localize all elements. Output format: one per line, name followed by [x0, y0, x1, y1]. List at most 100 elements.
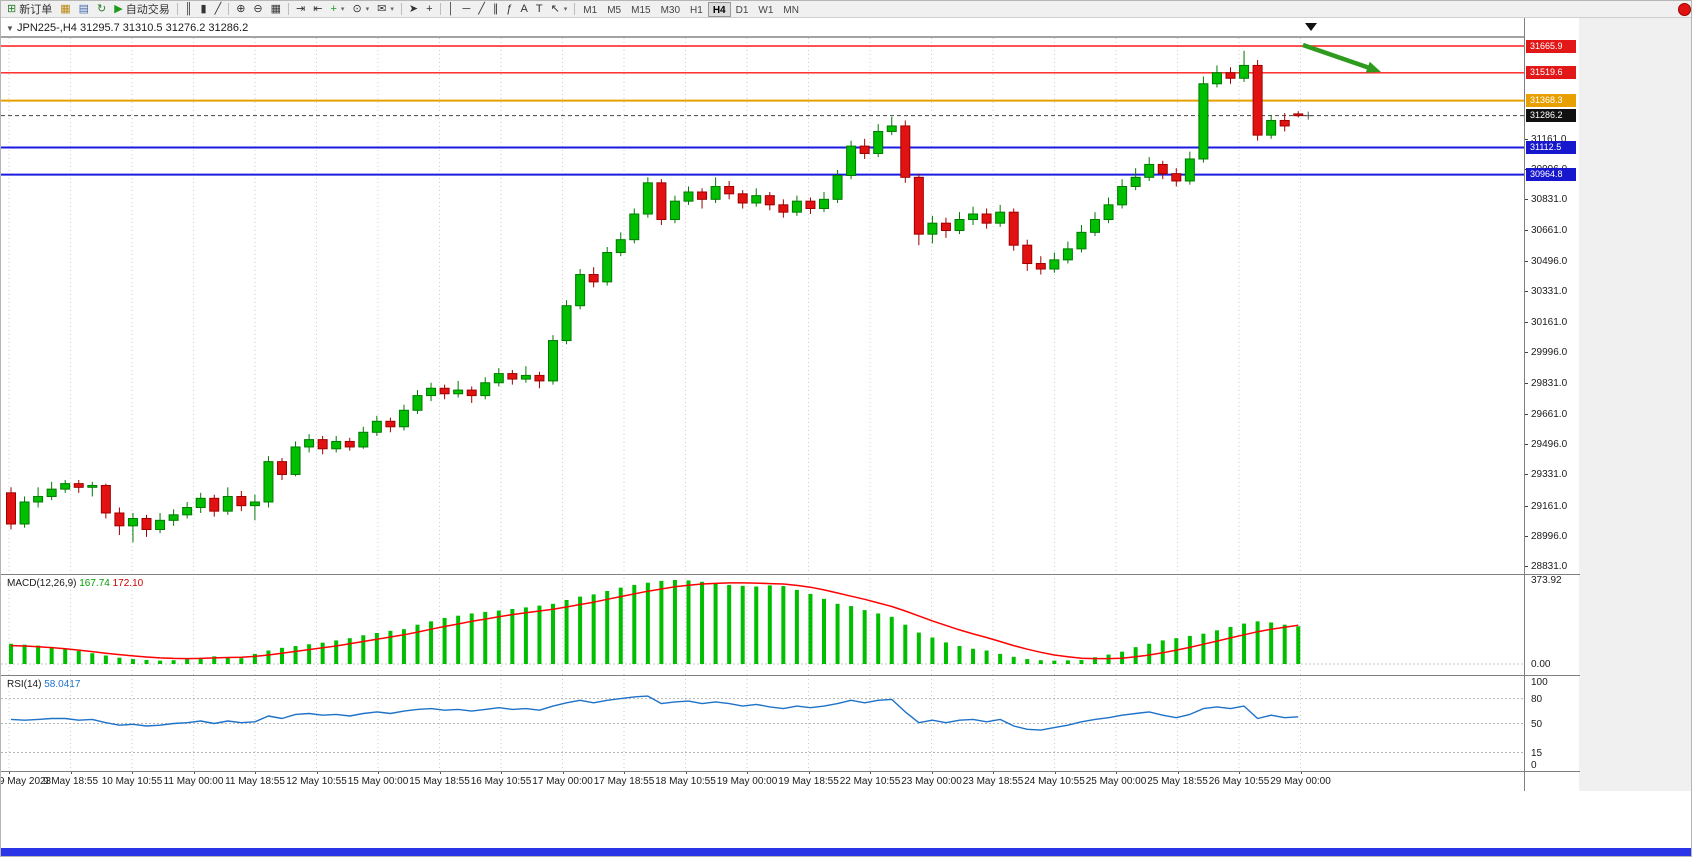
price-label: 29496.0	[1531, 439, 1568, 450]
toolbar-separator	[288, 3, 290, 15]
price-tick	[1525, 352, 1528, 354]
time-tick	[931, 771, 933, 774]
crosshair-button[interactable]: +	[422, 2, 436, 17]
zoom-out-icon: ⊖	[253, 3, 263, 15]
toolbar-separator	[439, 3, 441, 15]
chart-window-icon: ▦	[60, 3, 71, 15]
indicators-button[interactable]: + ▾	[326, 2, 348, 17]
price-label: 31161.0	[1531, 133, 1567, 145]
timeframe-m5-button[interactable]: M5	[607, 4, 622, 16]
zoom-in-button[interactable]: ⊕	[232, 2, 249, 17]
candlestick-icon: ▮	[200, 3, 207, 15]
bar-chart-button[interactable]: ║	[181, 2, 197, 17]
timeframe-mn-button[interactable]: MN	[783, 4, 799, 16]
object-anchor-triangle[interactable]	[1305, 23, 1317, 31]
price-tag[interactable]: 31112.5	[1526, 141, 1576, 154]
timeframe-m1-button[interactable]: M1	[583, 4, 598, 16]
time-label: 12 May 10:55	[286, 776, 347, 787]
price-tag[interactable]: 30964.8	[1526, 168, 1576, 182]
toolbar: ⊞ 新订单 ▦ ▤ ↻ ▶ 自动交易 ║ ▮ ╱ ⊕ ⊖ ▦ ⇥ ⇤ + ▾ ⊙ ▾ ✉ ▾ ➤ + │ ─ ╱ ∥ ƒ A T ↖ ▾ M1 M…	[1, 1, 1691, 18]
time-tick	[562, 771, 564, 774]
time-axis[interactable]: 9 May 2023 9 May 18:55 10 May 10:55 11 May …	[1, 771, 1524, 791]
new-order-button[interactable]: ⊞ 新订单	[3, 2, 56, 17]
price-tick	[1525, 382, 1528, 384]
price-tag[interactable]: 31286.2	[1526, 109, 1576, 123]
time-label: 26 May 10:55	[1208, 776, 1270, 787]
timeframe-w1-button[interactable]: W1	[758, 4, 774, 16]
time-label: 9 May 18:55	[42, 776, 99, 787]
horizontal-line-objects[interactable]	[1, 45, 1524, 176]
price-label: 29161.0	[1531, 500, 1568, 512]
timeframe-h1-button[interactable]: H1	[690, 4, 703, 16]
periods-button[interactable]: ⊙ ▾	[348, 2, 373, 17]
toolbar-separator	[228, 3, 230, 15]
chart-shift-icon: ⇤	[313, 3, 323, 15]
candlestick-button[interactable]: ▮	[197, 2, 211, 17]
chevron-down-icon: ▾	[365, 6, 370, 13]
chart-header: ▼ JPN225-,H4 31295.7 31310.5 31276.2 312…	[6, 22, 248, 34]
price-tag[interactable]: 31368.3	[1526, 94, 1576, 108]
tile-windows-icon: ▦	[270, 3, 282, 15]
horizontal-line-button[interactable]: ─	[458, 2, 474, 17]
macd-signal-line	[10, 582, 1299, 660]
refresh-button[interactable]: ↻	[93, 2, 110, 17]
auto-scroll-button[interactable]: ⇥	[292, 2, 309, 17]
price-tag[interactable]: 31519.6	[1526, 66, 1576, 80]
rsi-axis-label: 80	[1531, 693, 1543, 705]
vertical-line-button[interactable]: │	[444, 2, 459, 17]
time-tick	[501, 771, 502, 774]
current-bar-marker	[1304, 111, 1313, 120]
chart-shift-button[interactable]: ⇤	[309, 2, 326, 17]
timeframe-h4-button[interactable]: H4	[707, 1, 731, 17]
notification-icon[interactable]	[1678, 3, 1691, 16]
rsi-axis-label: 0	[1531, 760, 1537, 771]
autotrading-button[interactable]: ▶ 自动交易	[110, 2, 173, 17]
time-tick	[255, 771, 256, 774]
time-tick	[193, 771, 195, 774]
chart-area[interactable]: 9 May 2023 9 May 18:55 10 May 10:55 11 May …	[1, 18, 1524, 791]
text-button[interactable]: A	[516, 2, 531, 17]
charts-button[interactable]: ▦	[56, 2, 74, 17]
cursor-button[interactable]: ➤	[405, 2, 422, 17]
price-tag[interactable]: 31665.9	[1526, 39, 1576, 53]
macd-signal-value: 172.10	[112, 578, 144, 589]
time-tick	[993, 771, 994, 774]
equidistant-channel-button[interactable]: ∥	[489, 2, 503, 17]
timeframe-m30-button[interactable]: M30	[660, 4, 681, 16]
zoom-out-button[interactable]: ⊖	[249, 2, 266, 17]
macd-main-value: 167.74	[79, 578, 110, 589]
new-order-icon: ⊞	[7, 3, 17, 15]
panel-separator[interactable]	[1, 574, 1580, 575]
macd-indicator-panel[interactable]	[1, 574, 1524, 675]
main-price-chart[interactable]	[1, 18, 1524, 574]
label-icon: T	[535, 3, 543, 15]
fibonacci-button[interactable]: ƒ	[502, 2, 516, 17]
time-tick	[808, 771, 810, 774]
line-chart-button[interactable]: ╱	[211, 2, 226, 17]
collapse-triangle-icon[interactable]: ▼	[6, 24, 14, 33]
price-tick	[1525, 535, 1528, 537]
price-label: 28996.0	[1531, 530, 1568, 542]
rsi-indicator-panel[interactable]	[1, 675, 1524, 771]
macd-name: MACD(12,26,9)	[7, 578, 77, 589]
text-label-button[interactable]: T	[532, 2, 547, 17]
timeframe-m15-button[interactable]: M15	[631, 4, 651, 16]
arrows-button[interactable]: ↖ ▾	[547, 2, 572, 17]
time-tick	[439, 771, 441, 774]
price-axis[interactable]: 31161.030996.030831.030661.030496.030331…	[1524, 18, 1579, 791]
time-tick	[1239, 771, 1240, 774]
panel-separator[interactable]	[1, 675, 1580, 676]
templates-button[interactable]: ✉ ▾	[373, 2, 398, 17]
grid-lines	[8, 38, 1301, 574]
trendline-button[interactable]: ╱	[474, 2, 489, 17]
profiles-button[interactable]: ▤	[75, 2, 93, 17]
trend-arrow[interactable]	[1302, 42, 1381, 73]
macd-axis-max: 373.92	[1531, 575, 1562, 586]
bottom-strip	[1, 791, 1691, 856]
price-tick	[1525, 505, 1528, 507]
rsi-axis-label: 15	[1531, 747, 1543, 759]
tile-windows-button[interactable]: ▦	[267, 2, 285, 17]
zoom-in-icon: ⊕	[236, 3, 246, 15]
timeframe-d1-button[interactable]: D1	[735, 4, 749, 16]
time-label: 23 May 00:00	[901, 776, 962, 787]
